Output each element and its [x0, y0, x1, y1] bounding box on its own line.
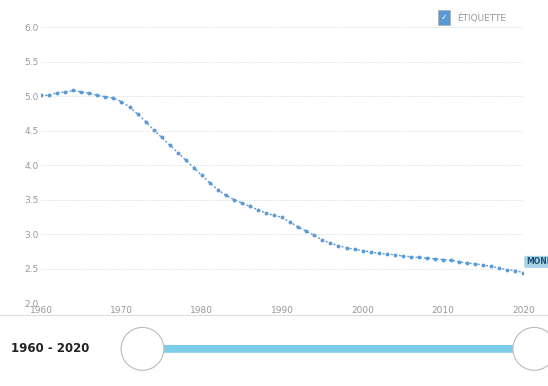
FancyBboxPatch shape	[140, 345, 537, 353]
Ellipse shape	[121, 327, 164, 370]
Text: ✓: ✓	[441, 13, 448, 22]
Text: MONDE: MONDE	[526, 257, 548, 266]
Text: 1960 - 2020: 1960 - 2020	[11, 342, 89, 356]
Text: ÉTIQUETTE: ÉTIQUETTE	[457, 13, 506, 22]
Ellipse shape	[513, 327, 548, 370]
